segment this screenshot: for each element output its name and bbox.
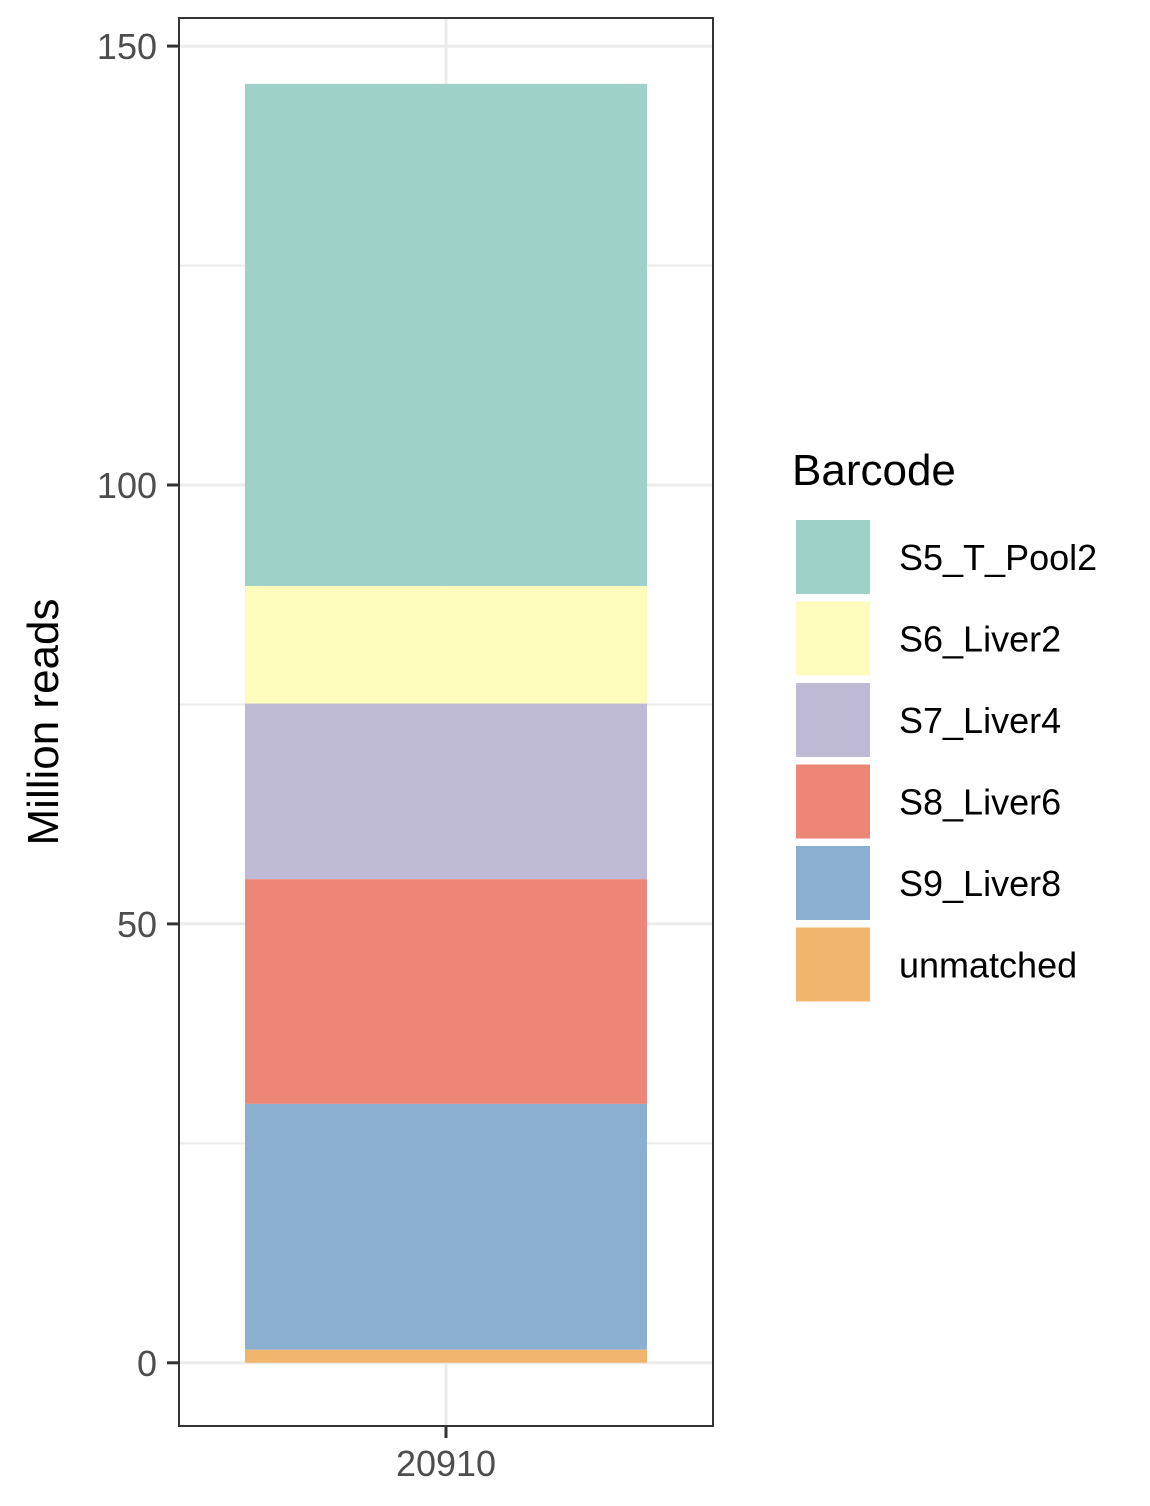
bar-segment-s6-liver2 xyxy=(245,585,647,704)
x-axis: 20910 xyxy=(396,1426,496,1484)
bar-segment-s9-liver8 xyxy=(245,1103,647,1350)
legend-title: Barcode xyxy=(792,446,956,495)
legend-label: S6_Liver2 xyxy=(899,619,1061,660)
bar-segment-unmatched xyxy=(245,1349,647,1363)
legend-key-s5-t-pool2 xyxy=(796,520,870,594)
bar-segments xyxy=(245,83,647,1363)
legend-key-s8-liver6 xyxy=(796,764,870,839)
y-tick-label: 100 xyxy=(97,465,157,506)
legend-label: S7_Liver4 xyxy=(899,700,1061,741)
legend-label: S5_T_Pool2 xyxy=(899,537,1097,578)
legend-key-s6-liver2 xyxy=(796,601,870,676)
legend-label: unmatched xyxy=(899,945,1077,986)
y-tick-label: 50 xyxy=(117,904,157,945)
y-axis: 0 50 100 150 xyxy=(97,26,179,1384)
y-axis-title: Million reads xyxy=(19,599,68,846)
legend-label: S9_Liver8 xyxy=(899,863,1061,904)
x-tick-label: 20910 xyxy=(396,1443,496,1484)
legend-label: S8_Liver6 xyxy=(899,782,1061,823)
bar-segment-s5-t-pool2 xyxy=(245,83,647,586)
bar-segment-s8-liver6 xyxy=(245,879,647,1104)
y-tick-label: 150 xyxy=(97,26,157,67)
legend-key-unmatched xyxy=(796,927,870,1002)
legend-key-s7-liver4 xyxy=(796,683,870,757)
legend-key-s9-liver8 xyxy=(796,846,870,920)
bar-segment-s7-liver4 xyxy=(245,703,647,880)
legend: Barcode S5_T_Pool2 S6_Liver2 S7_Liver4 S8_L… xyxy=(792,446,1097,1002)
y-tick-label: 0 xyxy=(137,1343,157,1384)
